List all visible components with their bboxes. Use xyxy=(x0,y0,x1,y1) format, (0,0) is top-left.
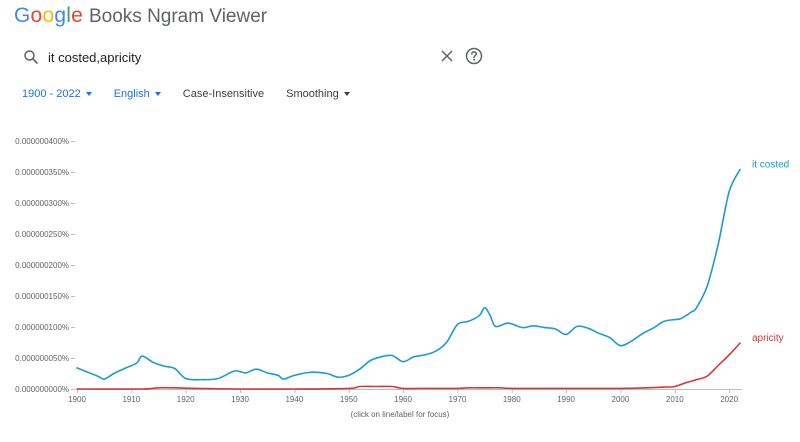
case-insensitive-toggle[interactable]: Case-Insensitive xyxy=(183,88,264,100)
year-range-dropdown[interactable]: 1900 - 2022 xyxy=(22,88,92,100)
query-options: 1900 - 2022 English Case-Insensitive Smo… xyxy=(22,84,372,104)
series-label-apricity[interactable]: apricity xyxy=(752,333,784,344)
case-label: Case-Insensitive xyxy=(182,88,265,100)
series-line-it-costed[interactable] xyxy=(76,168,741,381)
logo-letter: e xyxy=(71,4,83,27)
year-range-label: 1900 - 2022 xyxy=(22,88,81,100)
y-tick-label: 0.000000200% xyxy=(15,261,69,270)
close-icon[interactable] xyxy=(439,48,455,64)
x-tick-label: 1920 xyxy=(177,395,195,404)
smoothing-dropdown[interactable]: Smoothing xyxy=(286,88,350,100)
app-title: Books Ngram Viewer xyxy=(88,6,268,27)
y-tick-label: 0.000000100% xyxy=(15,323,69,332)
logo-letter: o xyxy=(30,4,43,27)
x-tick-label: 1940 xyxy=(285,395,303,404)
logo-letter: l xyxy=(66,4,72,27)
x-tick-label: 1970 xyxy=(449,395,467,404)
logo-letter: g xyxy=(54,4,67,27)
logo-letter: G xyxy=(14,4,31,27)
x-tick-label: 1980 xyxy=(503,395,521,404)
google-logo[interactable]: Google xyxy=(14,4,83,28)
x-tick-label: 1950 xyxy=(340,395,358,404)
y-tick-label: 0.000000350% xyxy=(15,168,69,177)
x-tick-label: 1900 xyxy=(68,395,86,404)
x-tick-label: 2000 xyxy=(612,395,630,404)
caret-down-icon xyxy=(343,92,350,96)
y-tick-label: 0.000000300% xyxy=(15,199,69,208)
corpus-dropdown[interactable]: English xyxy=(114,88,161,100)
help-circle-icon[interactable] xyxy=(464,46,484,66)
series-label-it-costed[interactable]: it costed xyxy=(752,160,789,171)
search-bar xyxy=(0,40,800,74)
caret-down-icon xyxy=(154,92,161,96)
caret-down-icon xyxy=(85,92,92,96)
smoothing-label: Smoothing xyxy=(286,88,339,100)
x-tick-label: 1910 xyxy=(122,395,140,404)
logo-letter: o xyxy=(42,4,55,27)
chart-footnote: (click on line/label for focus) xyxy=(350,410,450,419)
x-tick-label: 1930 xyxy=(231,395,249,404)
search-input[interactable] xyxy=(48,46,428,68)
y-tick-label: 0.000000400% xyxy=(15,137,69,146)
app-header: Google Books Ngram Viewer xyxy=(14,4,267,30)
y-tick-label: 0.000000150% xyxy=(15,292,69,301)
x-tick-label: 2010 xyxy=(666,395,684,404)
y-tick-label: 0.000000250% xyxy=(15,230,69,239)
y-tick-label: 0.000000000% xyxy=(15,385,69,394)
series-line-apricity[interactable] xyxy=(76,342,741,390)
search-icon[interactable] xyxy=(22,48,40,66)
x-tick-label: 1990 xyxy=(557,395,575,404)
x-tick-label: 1960 xyxy=(394,395,412,404)
corpus-label: English xyxy=(113,88,150,100)
y-tick-label: 0.000000050% xyxy=(15,354,69,363)
x-tick-label: 2020 xyxy=(720,395,738,404)
